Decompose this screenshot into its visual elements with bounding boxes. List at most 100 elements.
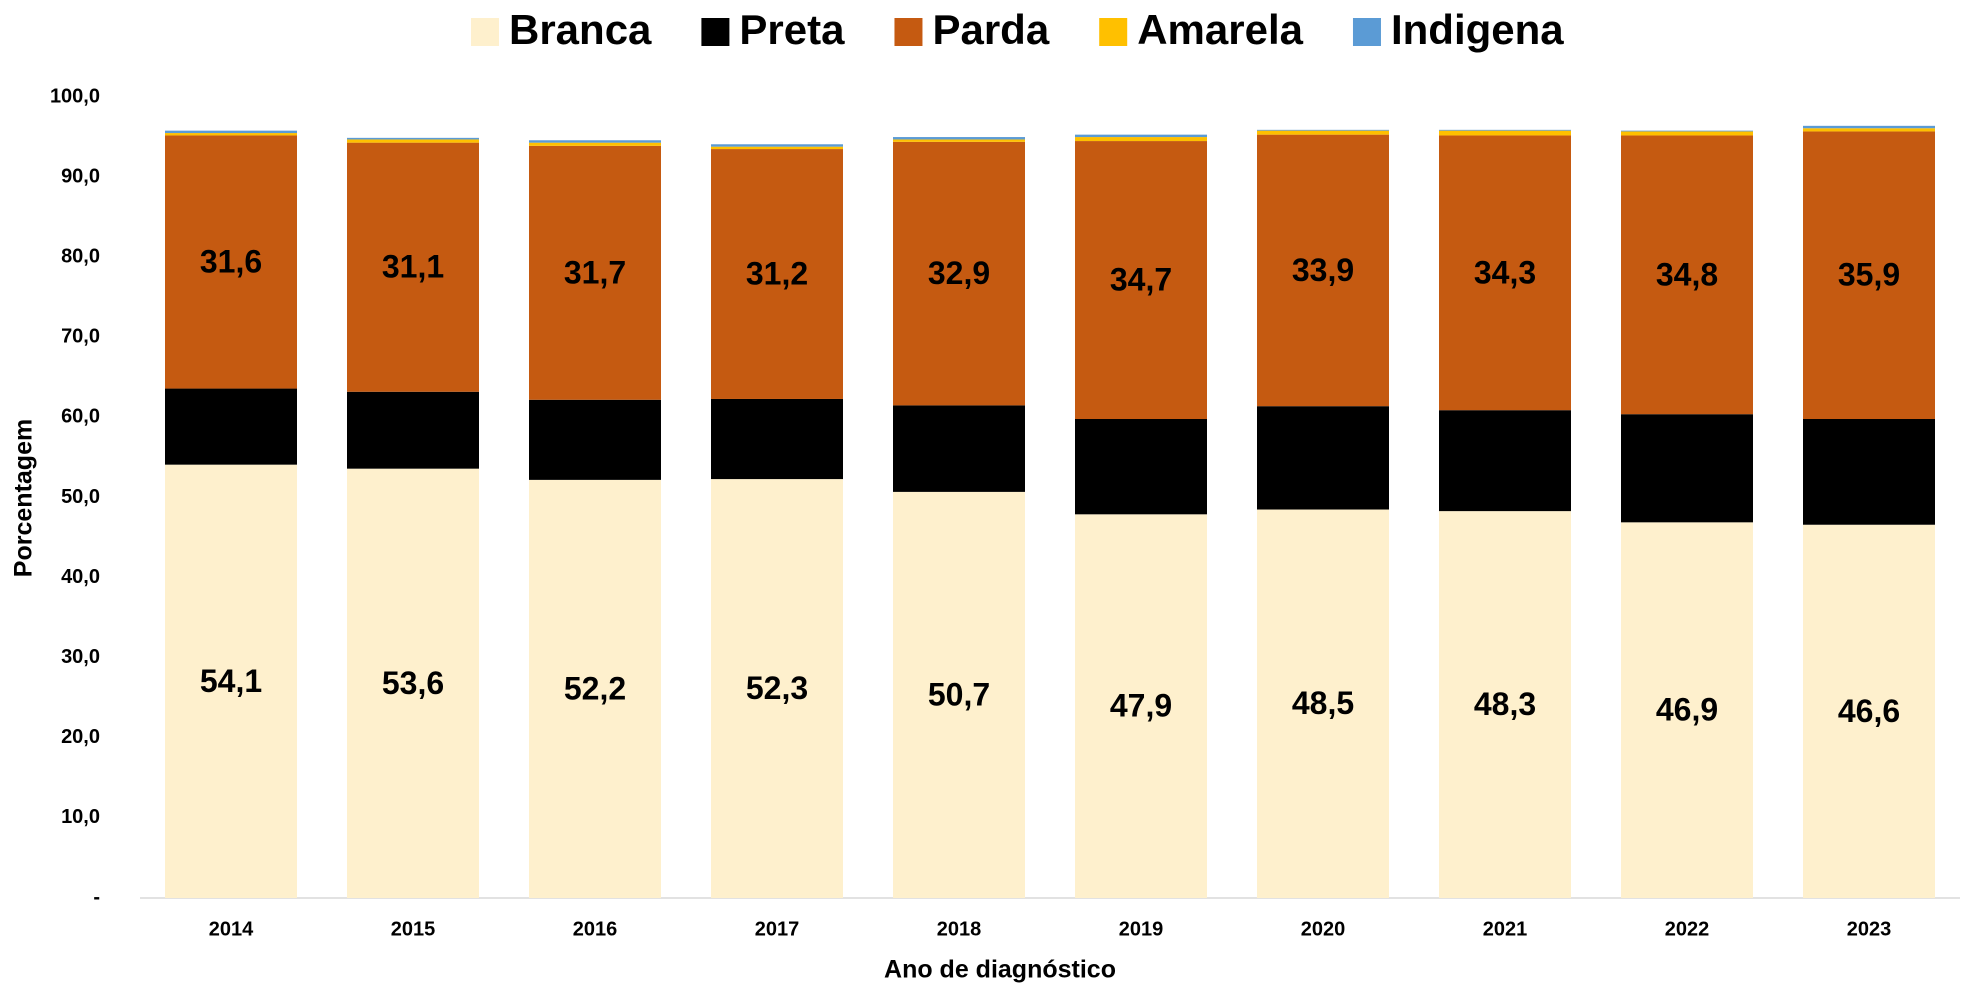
bar-segment (347, 142, 479, 392)
x-tick-label: 2023 (1847, 918, 1892, 940)
data-label: 31,1 (382, 249, 444, 285)
y-tick-label: 20,0 (61, 726, 100, 748)
bar-segment (1803, 419, 1935, 525)
y-tick-label: 50,0 (61, 486, 100, 508)
bar-segment (711, 479, 843, 898)
bar-segment (1075, 137, 1207, 142)
bar-segment (893, 137, 1025, 140)
y-tick-label: 90,0 (61, 165, 100, 187)
bar-segment (711, 144, 843, 147)
legend-swatch (701, 18, 730, 46)
bar-segment (529, 140, 661, 143)
bar-segment (1257, 129, 1389, 131)
bar-segment (347, 139, 479, 143)
bar-segment (529, 479, 661, 898)
bar-segment (165, 130, 297, 134)
bar-segment (1803, 128, 1935, 132)
y-tick-label: - (93, 886, 100, 908)
y-tick-label: 40,0 (61, 566, 100, 588)
data-label: 47,9 (1110, 688, 1172, 724)
bar-segment (1257, 406, 1389, 510)
bar-segment (1621, 131, 1753, 136)
data-label: 54,1 (200, 663, 262, 699)
x-tick-label: 2022 (1665, 918, 1710, 940)
y-tick-label: 70,0 (61, 326, 100, 348)
data-label: 46,6 (1838, 693, 1900, 729)
y-tick-label: 10,0 (61, 806, 100, 828)
data-label: 34,7 (1110, 261, 1172, 297)
y-tick-label: 80,0 (61, 245, 100, 267)
bar-segment (711, 146, 843, 150)
bar-segment (893, 139, 1025, 142)
data-label: 34,3 (1474, 254, 1536, 290)
data-label: 10,0 (564, 421, 626, 457)
bar-segment (1803, 524, 1935, 898)
data-label: 52,2 (564, 670, 626, 706)
data-label: 31,2 (746, 255, 808, 291)
bar-segment (529, 145, 661, 400)
data-label: 13,5 (1656, 450, 1718, 486)
bar-segment (347, 137, 479, 140)
data-label: 50,7 (928, 676, 990, 712)
y-tick-label: 30,0 (61, 646, 100, 668)
bar-segment (893, 405, 1025, 492)
x-tick-label: 2019 (1119, 918, 1164, 940)
data-label: 35,9 (1838, 257, 1900, 293)
bar-segment (1257, 509, 1389, 898)
x-axis-title: Ano de diagnóstico (884, 956, 1116, 984)
bar-segment (165, 464, 297, 898)
data-label: 13,2 (1838, 453, 1900, 489)
bar-segment (1439, 511, 1571, 898)
data-label: 34,8 (1656, 256, 1718, 292)
x-tick-label: 2017 (755, 918, 800, 940)
data-label: 52,3 (746, 670, 808, 706)
data-label: 9,6 (391, 412, 435, 448)
bar-segment (893, 141, 1025, 406)
bar-segment (1075, 141, 1207, 420)
bar-segment (165, 135, 297, 389)
bar-segment (1257, 130, 1389, 135)
data-label: 12,6 (1474, 442, 1536, 478)
bar-segment (347, 391, 479, 469)
legend-label: Branca (509, 6, 652, 53)
bar-segment (529, 399, 661, 480)
x-tick-label: 2016 (573, 918, 618, 940)
bar-segment (1439, 135, 1571, 411)
bar-segment (165, 133, 297, 136)
data-label: 31,6 (200, 243, 262, 279)
data-label: 11,9 (1111, 448, 1172, 484)
bar-segment (1439, 410, 1571, 512)
data-label: 48,3 (1474, 686, 1536, 722)
x-tick-label: 2020 (1301, 918, 1346, 940)
data-label: 9,5 (209, 408, 253, 444)
bar-segment (1257, 134, 1389, 407)
data-label: 32,9 (928, 255, 990, 291)
data-label: 46,9 (1656, 692, 1718, 728)
data-label: 10,8 (928, 430, 990, 466)
data-label: 12,9 (1292, 439, 1354, 475)
bar-segment (1621, 522, 1753, 898)
legend-swatch (1352, 18, 1381, 46)
x-tick-label: 2018 (937, 918, 982, 940)
x-tick-label: 2014 (209, 918, 254, 940)
y-axis-title: Porcentagem (10, 419, 38, 577)
x-tick-label: 2015 (391, 918, 436, 940)
bar-segment (1439, 130, 1571, 136)
bar-segment (1621, 135, 1753, 415)
legend-label: Indigena (1391, 6, 1564, 53)
legend-label: Parda (932, 6, 1049, 53)
bar-segment (165, 388, 297, 465)
legend-swatch (1099, 18, 1128, 46)
data-label: 53,6 (382, 665, 444, 701)
bar-segment (347, 468, 479, 898)
y-tick-label: 60,0 (61, 406, 100, 428)
bar-segment (1439, 129, 1571, 131)
bar-segment (1075, 134, 1207, 138)
data-label: 33,9 (1292, 252, 1354, 288)
data-label: 48,5 (1292, 685, 1354, 721)
x-tick-label: 2021 (1483, 918, 1528, 940)
bar-segment (1075, 419, 1207, 515)
bar-segment (893, 491, 1025, 898)
bar-segment (1621, 414, 1753, 523)
legend-swatch (894, 18, 923, 46)
